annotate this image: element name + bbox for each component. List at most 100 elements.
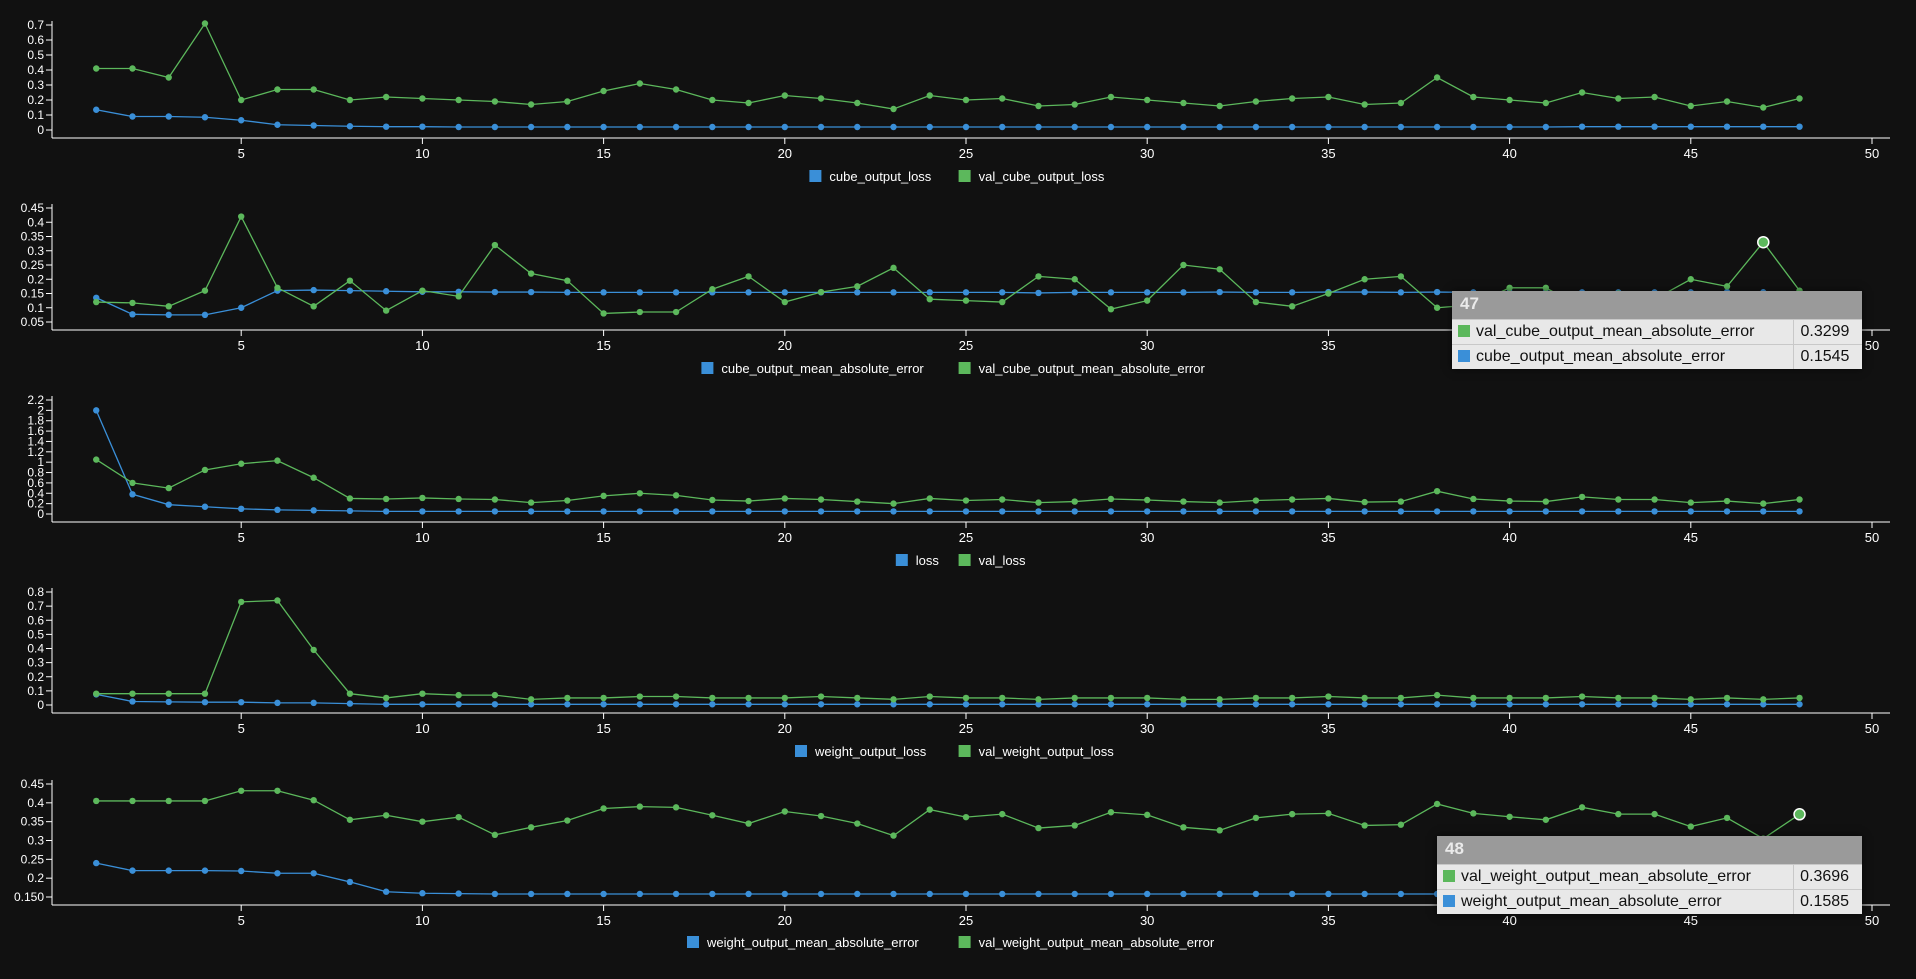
data-point xyxy=(1615,123,1622,130)
data-point xyxy=(672,804,680,811)
x-tick-label: 20 xyxy=(778,530,792,545)
data-point xyxy=(636,308,644,316)
data-point xyxy=(274,870,281,877)
data-point xyxy=(1252,289,1260,296)
data-point xyxy=(491,288,499,296)
x-tick-label: 45 xyxy=(1684,913,1698,928)
data-point xyxy=(238,598,245,606)
data-point xyxy=(346,495,354,502)
data-point xyxy=(1433,508,1441,515)
data-point xyxy=(1651,93,1658,101)
data-point xyxy=(1723,497,1731,505)
data-point xyxy=(854,283,861,290)
tooltip-table: val_cube_output_mean_absolute_error 0.32… xyxy=(1452,319,1862,369)
data-point xyxy=(1615,694,1622,702)
y-tick-label: 0.4 xyxy=(27,642,44,656)
data-point xyxy=(636,289,644,296)
data-point xyxy=(491,701,499,708)
data-point xyxy=(745,508,752,515)
data-point xyxy=(817,701,825,708)
data-point xyxy=(1035,102,1042,110)
data-point xyxy=(346,690,354,697)
data-point xyxy=(672,86,680,93)
data-point xyxy=(1723,283,1731,290)
data-point xyxy=(1107,289,1115,296)
x-tick-label: 50 xyxy=(1865,530,1879,545)
data-point xyxy=(926,508,933,515)
data-point xyxy=(1361,890,1368,898)
data-point xyxy=(1433,304,1441,311)
data-point xyxy=(1760,104,1767,111)
data-point xyxy=(1615,95,1622,102)
data-point xyxy=(455,813,462,821)
data-point xyxy=(1397,123,1405,131)
data-point xyxy=(1288,810,1296,818)
data-point xyxy=(1216,266,1223,273)
data-point xyxy=(672,492,680,499)
data-point xyxy=(890,508,897,515)
data-point xyxy=(781,701,788,708)
data-point xyxy=(1288,694,1296,702)
data-point xyxy=(1687,696,1695,703)
x-tick-label: 20 xyxy=(778,146,792,161)
data-point xyxy=(1035,890,1042,898)
data-point xyxy=(962,701,970,708)
data-point xyxy=(1506,284,1513,291)
data-point xyxy=(1144,123,1151,131)
data-point xyxy=(817,890,825,898)
data-point xyxy=(1180,696,1187,703)
data-point xyxy=(1035,499,1042,506)
data-point xyxy=(310,286,317,294)
data-point xyxy=(129,479,136,487)
legend-swatch-icon xyxy=(687,936,699,948)
y-tick-label: 0.35 xyxy=(21,815,45,829)
data-point xyxy=(636,693,644,700)
data-point xyxy=(1216,499,1223,506)
y-tick-label: 0.2 xyxy=(27,670,44,684)
data-point xyxy=(93,797,100,805)
data-point xyxy=(1361,694,1368,702)
data-point xyxy=(1035,824,1042,832)
data-point xyxy=(1542,123,1550,131)
data-point xyxy=(1687,276,1695,283)
data-point xyxy=(382,288,390,295)
data-point xyxy=(709,508,716,515)
data-point xyxy=(600,890,607,898)
data-point xyxy=(890,123,897,131)
data-point xyxy=(1144,289,1151,296)
data-point xyxy=(999,890,1006,898)
data-point xyxy=(1071,822,1078,829)
legend-label: weight_output_loss xyxy=(814,744,927,759)
data-point xyxy=(999,496,1006,503)
y-tick-label: 0.7 xyxy=(27,18,44,32)
x-tick-label: 30 xyxy=(1140,146,1154,161)
data-point xyxy=(310,870,317,877)
data-point xyxy=(745,273,752,280)
data-point xyxy=(854,123,861,131)
data-point xyxy=(636,80,644,87)
data-point xyxy=(310,86,317,93)
data-point xyxy=(419,287,426,294)
data-point xyxy=(709,496,716,504)
data-point xyxy=(781,508,788,515)
data-point xyxy=(672,289,680,296)
legend-swatch-icon xyxy=(809,170,822,182)
data-point xyxy=(817,95,825,102)
series-line-cube_output_loss xyxy=(96,109,1800,128)
data-point xyxy=(672,123,680,131)
data-point xyxy=(1144,811,1151,819)
data-point xyxy=(745,701,752,708)
data-point xyxy=(1578,804,1586,811)
data-point xyxy=(709,123,716,131)
data-point xyxy=(93,407,100,414)
legend: cube_output_loss val_cube_output_loss xyxy=(809,169,1105,184)
data-point xyxy=(1180,123,1187,131)
legend-swatch-icon xyxy=(1458,325,1470,337)
x-tick-label: 20 xyxy=(778,913,792,928)
data-point xyxy=(1325,701,1332,708)
data-point xyxy=(1216,696,1223,703)
x-tick-label: 35 xyxy=(1321,721,1335,736)
data-point xyxy=(1216,508,1223,515)
data-point xyxy=(1216,288,1223,296)
